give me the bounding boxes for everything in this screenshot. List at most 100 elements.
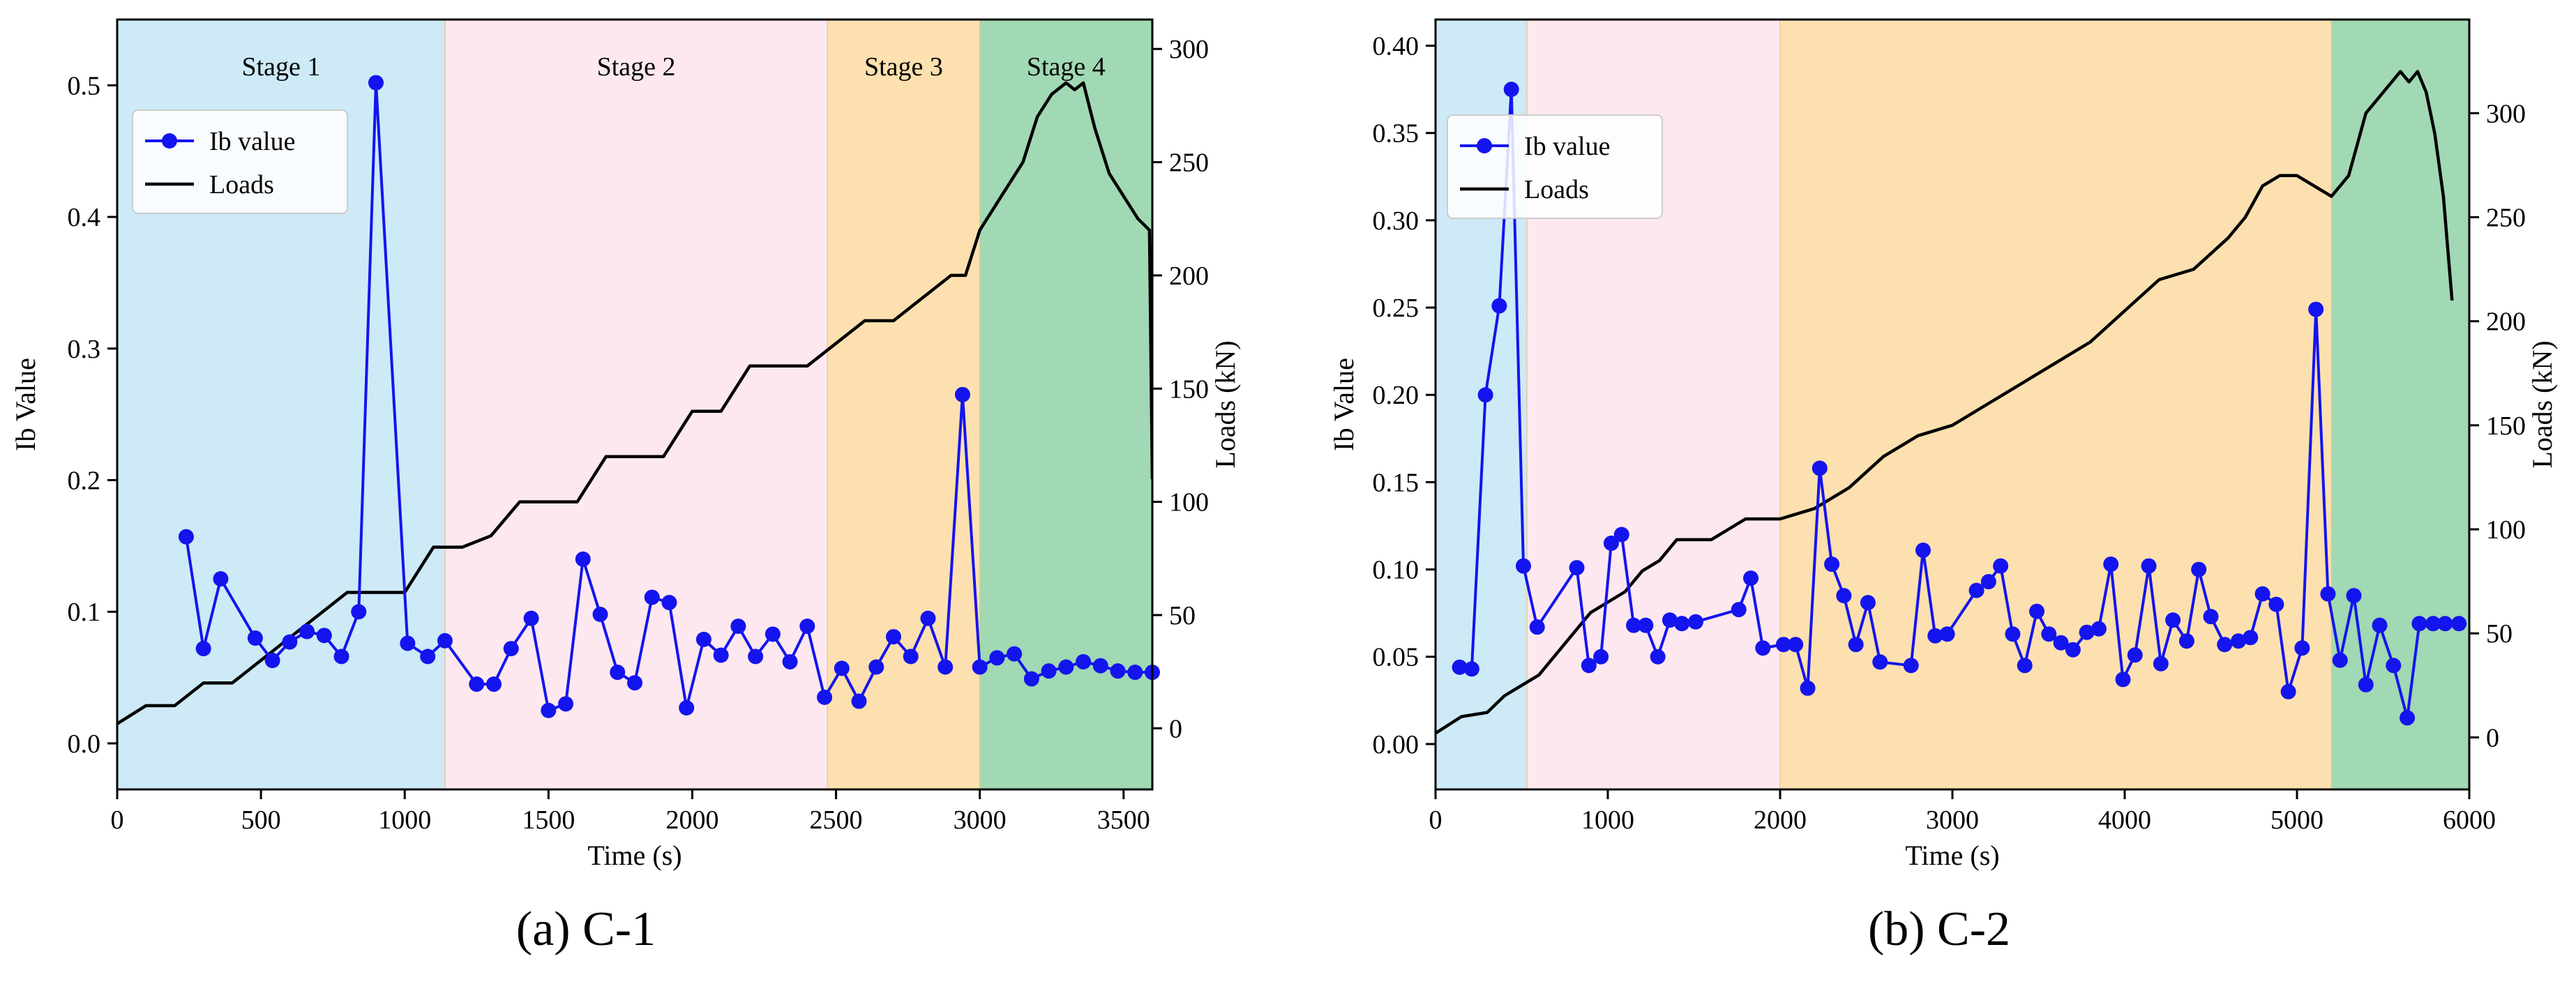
ib-point bbox=[1638, 617, 1654, 633]
ib-point bbox=[2280, 683, 2296, 699]
ib-point bbox=[1980, 574, 1996, 590]
ib-point bbox=[2029, 603, 2045, 619]
y2-tick-label: 50 bbox=[2486, 619, 2513, 649]
x-tick-label: 0 bbox=[1429, 805, 1443, 835]
ib-point bbox=[575, 551, 591, 567]
ib-point bbox=[713, 647, 729, 663]
y-tick-label: 0.2 bbox=[68, 467, 101, 496]
y-tick-label: 0.15 bbox=[1373, 468, 1419, 497]
ib-point bbox=[817, 689, 833, 705]
stage-label: Stage 1 bbox=[241, 52, 320, 82]
ib-point bbox=[1007, 646, 1023, 662]
ib-point bbox=[2217, 637, 2233, 653]
ib-point bbox=[627, 675, 642, 691]
ib-point bbox=[1650, 649, 1666, 665]
ib-point bbox=[1993, 558, 2009, 574]
stage-band bbox=[827, 20, 980, 789]
ib-point bbox=[764, 626, 781, 642]
ib-point bbox=[1023, 671, 1039, 687]
ib-point bbox=[1903, 658, 1919, 674]
ib-point bbox=[834, 660, 850, 676]
ib-point bbox=[2153, 656, 2169, 672]
ib-point bbox=[886, 629, 901, 645]
ib-point bbox=[2294, 640, 2310, 656]
ib-point bbox=[799, 618, 815, 634]
ib-point bbox=[1569, 560, 1585, 576]
x-axis-label: Time (s) bbox=[587, 840, 681, 871]
ib-point bbox=[333, 649, 349, 665]
ib-point bbox=[592, 607, 608, 623]
y2-tick-label: 150 bbox=[2486, 411, 2526, 441]
ib-point bbox=[2041, 626, 2057, 642]
ib-point bbox=[2372, 617, 2388, 633]
y-tick-label: 0.3 bbox=[68, 335, 101, 364]
ib-point bbox=[2115, 672, 2131, 688]
ib-point bbox=[1939, 626, 1955, 642]
legend-box bbox=[1447, 114, 1663, 219]
ib-point bbox=[2425, 616, 2441, 632]
ib-point bbox=[2332, 652, 2348, 668]
ib-point bbox=[195, 641, 211, 657]
ib-point bbox=[299, 623, 315, 639]
ib-point bbox=[282, 634, 298, 650]
y-tick-label: 0.40 bbox=[1373, 32, 1419, 61]
x-tick-label: 3500 bbox=[1097, 805, 1150, 835]
y-tick-label: 0.1 bbox=[68, 598, 101, 627]
ib-point bbox=[1613, 527, 1629, 543]
x-tick-label: 2000 bbox=[665, 805, 718, 835]
x-tick-label: 1000 bbox=[1581, 805, 1634, 835]
ib-point bbox=[1662, 612, 1678, 628]
y-tick-label: 0.5 bbox=[68, 71, 101, 100]
y2-tick-label: 0 bbox=[1169, 714, 1182, 743]
loads-line bbox=[117, 81, 1152, 725]
ib-point bbox=[2203, 609, 2219, 625]
legend-loads-label: Loads bbox=[209, 170, 274, 199]
stage-band bbox=[444, 20, 828, 789]
ib-point bbox=[420, 649, 436, 665]
ib-point bbox=[937, 659, 954, 675]
ib-point bbox=[661, 595, 677, 611]
subplot-label: (b) C-2 bbox=[1868, 902, 2010, 956]
ib-point bbox=[2127, 647, 2143, 663]
stage-band bbox=[1780, 20, 2332, 789]
ib-point bbox=[1477, 387, 1493, 403]
y2-tick-label: 100 bbox=[2486, 515, 2526, 545]
ib-point bbox=[2165, 612, 2181, 628]
x-tick-label: 6000 bbox=[2443, 805, 2496, 835]
ib-point bbox=[316, 628, 332, 644]
ib-point bbox=[351, 604, 367, 620]
ib-point bbox=[1743, 570, 1759, 586]
y2-axis-label: Loads (kN) bbox=[2526, 340, 2558, 468]
ib-point bbox=[1110, 663, 1126, 679]
ib-point bbox=[1860, 595, 1876, 611]
ib-point bbox=[954, 386, 970, 402]
y2-tick-label: 150 bbox=[1169, 374, 1209, 404]
ib-point bbox=[1872, 654, 1888, 670]
ib-point bbox=[2400, 710, 2416, 726]
y2-tick-label: 50 bbox=[1169, 601, 1196, 630]
y2-tick-label: 250 bbox=[1169, 149, 1209, 178]
ib-point bbox=[178, 529, 194, 545]
legend-ib-label: Ib value bbox=[1524, 132, 1610, 161]
stage-label: Stage 4 bbox=[1027, 52, 1106, 82]
ib-point bbox=[2268, 596, 2284, 612]
ib-point bbox=[2308, 301, 2324, 317]
ib-point bbox=[1491, 298, 1507, 314]
ib-point bbox=[2178, 633, 2194, 649]
ib-point bbox=[1915, 543, 1931, 559]
legend-loads-label: Loads bbox=[1524, 175, 1589, 204]
ib-point bbox=[1058, 659, 1074, 675]
ib-point bbox=[1603, 536, 1619, 552]
y-tick-label: 0.35 bbox=[1373, 119, 1419, 149]
ib-point bbox=[1788, 637, 1804, 653]
y2-tick-label: 200 bbox=[2486, 308, 2526, 337]
ib-point bbox=[2065, 642, 2081, 658]
x-tick-label: 2000 bbox=[1754, 805, 1807, 835]
ib-point bbox=[2437, 616, 2453, 632]
ib-point bbox=[558, 696, 574, 712]
ib-point bbox=[247, 630, 263, 646]
ib-point bbox=[2243, 630, 2259, 646]
ib-point bbox=[541, 702, 557, 718]
x-tick-label: 0 bbox=[111, 805, 124, 835]
subplot-label: (a) C-1 bbox=[516, 902, 656, 956]
